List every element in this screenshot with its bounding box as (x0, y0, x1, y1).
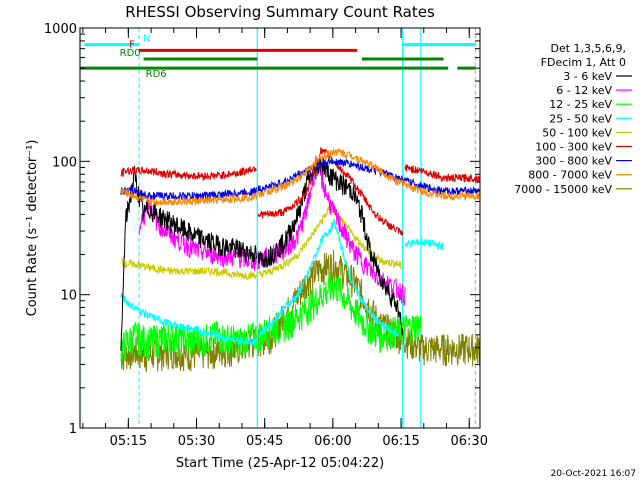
legend-label: 100 - 300 keV (535, 141, 612, 154)
y-tick-label: 1000 (44, 22, 77, 37)
series-line (120, 165, 257, 352)
legend-label: 3 - 6 keV (563, 70, 612, 83)
series-line (404, 238, 444, 251)
series-25-50keV (120, 218, 444, 346)
x-tick-label: 06:30 (451, 434, 488, 449)
series-line (258, 218, 399, 338)
x-axis-label: Start Time (25-Apr-12 05:04:22) (176, 456, 384, 471)
x-tick-label: 05:30 (178, 434, 215, 449)
legend-label: 7000 - 15000 keV (514, 183, 612, 196)
flag-label-f: F (129, 39, 135, 50)
legend-label: 800 - 7000 keV (528, 169, 612, 182)
series-12-25keV (120, 272, 422, 361)
series-line (257, 249, 481, 367)
legend-label: 6 - 12 keV (556, 84, 612, 97)
series-line (120, 320, 257, 361)
legend-header-line: Det 1,3,5,6,9, (550, 42, 626, 55)
series-line (257, 148, 481, 202)
y-tick-label: 1 (69, 422, 77, 437)
x-tick-label: 06:15 (382, 434, 419, 449)
chart-title: RHESSI Observing Summary Count Rates (125, 3, 435, 21)
x-tick-label: 05:15 (110, 434, 147, 449)
series-line (138, 194, 257, 271)
flag-label-rd0: RD0 (120, 48, 141, 59)
legend-label: 50 - 100 keV (542, 126, 612, 139)
series-line (404, 164, 481, 184)
series-line (257, 156, 404, 336)
series-line (120, 258, 257, 281)
plot-frame (79, 27, 481, 429)
legend-header-line: FDecim 1, Att 0 (541, 56, 626, 69)
series-line (120, 166, 257, 182)
series-line (120, 293, 257, 346)
legend-label: 25 - 50 keV (549, 112, 612, 125)
footer-timestamp: 20-Oct-2021 16:07 (551, 469, 636, 479)
flag-label-n: N (143, 34, 150, 45)
x-tick-label: 05:45 (246, 434, 283, 449)
x-tick-label: 06:00 (314, 434, 351, 449)
series-3-6keV (120, 156, 404, 352)
y-tick-label: 10 (60, 289, 77, 304)
series-line (257, 272, 422, 354)
flag-label-rd6: RD6 (146, 69, 167, 80)
legend-label: 12 - 25 keV (549, 98, 612, 111)
y-tick-label: 100 (52, 155, 77, 170)
y-axis-label: Count Rate (s⁻¹ detector⁻¹) (25, 140, 40, 317)
series-line (120, 187, 257, 207)
series-800-7000keV (120, 148, 481, 207)
legend-label: 300 - 800 keV (535, 155, 612, 168)
